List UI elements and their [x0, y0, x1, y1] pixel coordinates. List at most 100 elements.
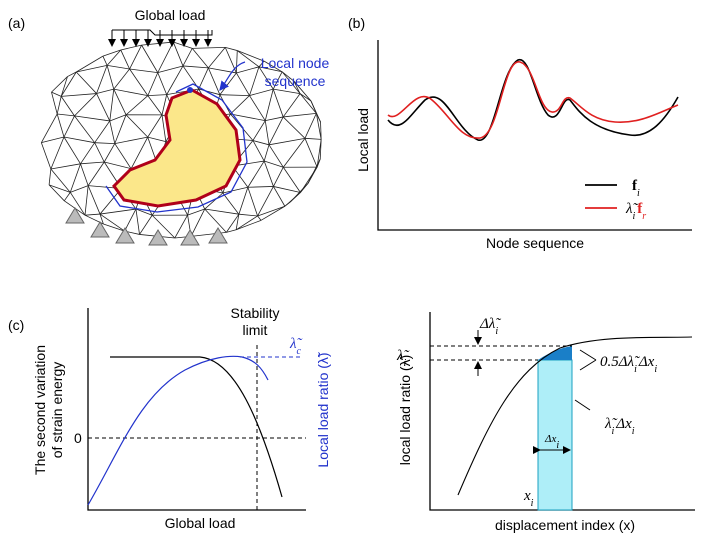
mesh-edge	[135, 208, 140, 235]
mesh-edge	[219, 72, 237, 95]
pointer	[574, 399, 591, 411]
mesh-edge	[249, 95, 266, 121]
mesh-edge	[284, 201, 291, 207]
mesh-edge	[166, 65, 184, 95]
mesh-edge	[237, 50, 265, 62]
mesh-edge	[51, 91, 62, 97]
mesh-edge	[147, 136, 166, 143]
mesh-edge	[264, 89, 274, 121]
curve	[457, 336, 693, 496]
mesh-edge	[109, 89, 115, 122]
mesh-edge	[207, 67, 221, 95]
mesh-edge	[102, 55, 108, 66]
mesh-edge	[147, 114, 163, 138]
subscript: i	[612, 426, 615, 437]
mesh-edge	[208, 47, 226, 69]
mesh-edge	[272, 71, 283, 90]
mesh-edge	[99, 213, 125, 232]
symbol: f	[632, 178, 638, 194]
stability-label: limit	[243, 322, 268, 338]
node-sequence	[105, 83, 248, 213]
mesh-edge	[48, 184, 71, 193]
mesh-edge	[114, 114, 127, 144]
mesh-edge	[226, 229, 237, 233]
mesh-edge	[282, 138, 306, 168]
mesh-edge	[263, 160, 274, 187]
global-load-label: Global load	[135, 7, 206, 23]
mesh-edge	[141, 44, 159, 73]
mesh-edge	[293, 80, 312, 102]
mesh-edge	[96, 88, 114, 94]
mesh-edge	[60, 76, 68, 97]
mesh-edge	[273, 88, 301, 95]
mesh-edge	[125, 114, 149, 138]
mesh-edge	[103, 223, 125, 232]
mesh-edge	[125, 95, 149, 116]
mesh-edge	[103, 143, 116, 163]
mesh-edge	[129, 68, 149, 96]
mesh-edge	[281, 71, 295, 82]
energy-curve	[110, 356, 283, 498]
mesh-edge	[187, 208, 205, 216]
delta-x-label: Δxi	[544, 433, 559, 451]
y-axis-label: local load ratio (λ̃)	[397, 354, 413, 465]
subscript: i	[404, 358, 407, 369]
ratio-curve	[87, 355, 269, 506]
mesh-edge	[258, 66, 274, 90]
mesh-edge	[141, 41, 174, 46]
mesh-edge	[151, 214, 176, 239]
mesh-edge	[252, 140, 265, 162]
node-seq-label: sequence	[265, 73, 326, 89]
mesh-edge	[204, 192, 224, 210]
mesh-edge	[268, 144, 284, 168]
mesh-edge	[94, 142, 115, 144]
mesh-edge	[41, 136, 65, 144]
mesh-edge	[147, 94, 167, 97]
y-axis-label: Local load ratio (λ̃)	[315, 352, 331, 468]
support	[115, 227, 135, 244]
axes	[377, 40, 692, 231]
mesh-edge	[299, 93, 312, 102]
mesh-edge	[235, 50, 238, 73]
legend-entry: fi	[632, 178, 640, 199]
node-seq-label: Local node	[261, 55, 330, 71]
panel-label: (a)	[8, 15, 25, 31]
mesh-edge	[235, 214, 240, 230]
x-axis-label: Global load	[165, 515, 236, 531]
mesh-edge	[265, 116, 284, 122]
mesh-edge	[51, 92, 58, 115]
mesh-edge	[74, 115, 95, 143]
mesh-edge	[94, 120, 111, 143]
mesh-edge	[124, 208, 137, 232]
support	[65, 207, 85, 224]
load-outline	[112, 29, 213, 36]
subscript: i	[633, 211, 636, 222]
mesh-edge	[182, 48, 193, 67]
mesh-edge	[161, 114, 167, 142]
lambda-c-label: λ̃c	[289, 336, 302, 357]
mesh-edge	[236, 72, 250, 96]
mesh-edge	[157, 41, 174, 73]
mesh-edge	[257, 205, 285, 217]
panel-label: (b)	[348, 15, 365, 31]
mesh-edge	[106, 49, 122, 66]
mesh-edge	[316, 139, 322, 168]
mesh-edge	[264, 120, 270, 145]
mesh-edge	[258, 60, 265, 68]
mesh-edge	[282, 166, 301, 193]
mesh-edge	[74, 93, 97, 117]
mesh-edge	[222, 192, 240, 215]
mesh-edge	[174, 214, 188, 239]
legend-entry: λ̃i fr	[625, 201, 646, 222]
mesh-edge	[41, 113, 58, 143]
symbol: 0.5Δλ̃	[600, 354, 640, 370]
mesh-edge	[225, 46, 238, 51]
mesh-edge	[173, 41, 193, 49]
mesh-edge	[147, 95, 163, 116]
mesh-edge	[264, 160, 284, 168]
mesh-edge	[320, 122, 322, 140]
mesh-edge	[304, 137, 322, 140]
mesh-edge	[102, 49, 121, 57]
mesh-edge	[249, 88, 274, 96]
mesh-edge	[222, 186, 248, 194]
